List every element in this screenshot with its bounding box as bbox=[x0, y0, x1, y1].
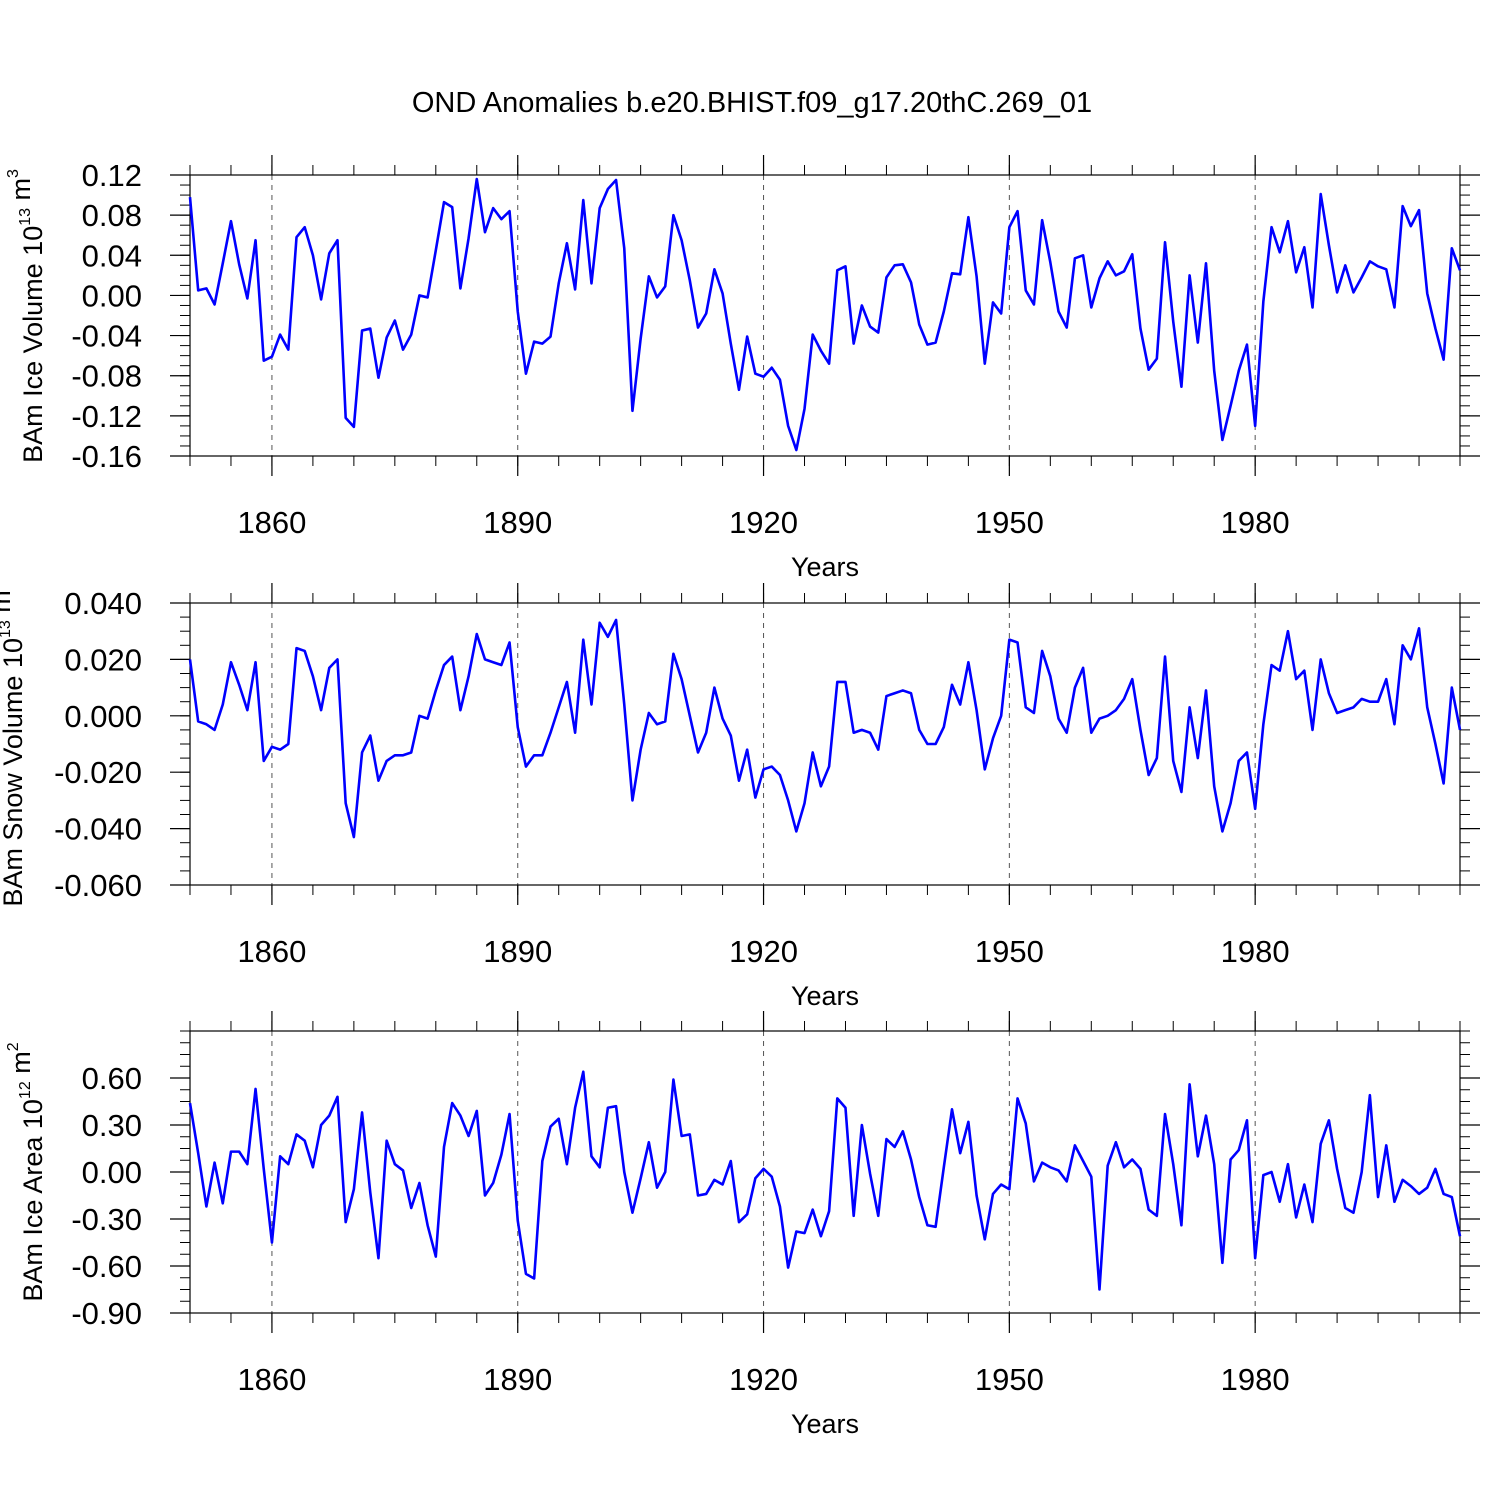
series-line bbox=[188, 1070, 1462, 1291]
ice-area-panel: 1860 1890 1920 1950 1980 Years -0.90 -0.60 -0.30… bbox=[5, 1011, 1480, 1439]
y-tick-label: -0.04 bbox=[71, 319, 142, 354]
x-tick-label-1860: 1860 bbox=[237, 1362, 306, 1397]
x-tick-label-1950: 1950 bbox=[975, 1362, 1044, 1397]
x-tick-label-1980: 1980 bbox=[1221, 1362, 1290, 1397]
y-tick-label: 0.08 bbox=[82, 198, 142, 233]
y-axis-label-text: BAm Ice Volume 10 bbox=[18, 226, 48, 463]
y-axis-label-exponent: 3 bbox=[5, 169, 22, 178]
y-axis-label-exponent: 3 bbox=[0, 581, 2, 590]
x-tick-label-1920: 1920 bbox=[729, 505, 798, 540]
y-axis-label-exponent: 13 bbox=[0, 620, 14, 638]
y-tick-label: 0.000 bbox=[64, 699, 142, 734]
y-tick-label: 0.30 bbox=[82, 1108, 142, 1143]
x-tick-label-1860: 1860 bbox=[237, 934, 306, 969]
x-axis-label: Years bbox=[791, 552, 859, 582]
plot-frame bbox=[189, 174, 1461, 457]
ice-volume-panel: 1860 1890 1920 1950 1980 Years -0.16 -0.12 -0.08… bbox=[5, 155, 1480, 582]
y-axis-label: BAm Snow Volume 1013 m3 bbox=[0, 581, 28, 906]
x-tick-label-1950: 1950 bbox=[975, 934, 1044, 969]
y-tick-label: 0.04 bbox=[82, 238, 142, 273]
y-axis-label-text: BAm Ice Area 10 bbox=[18, 1099, 48, 1302]
y-axis-label-text: m bbox=[0, 590, 16, 620]
y-tick-label: 0.00 bbox=[82, 1155, 142, 1190]
y-tick-label: -0.60 bbox=[71, 1249, 142, 1284]
x-tick-label-1950: 1950 bbox=[975, 505, 1044, 540]
y-axis-label-text: m bbox=[6, 1051, 36, 1081]
x-tick-label-1980: 1980 bbox=[1221, 934, 1290, 969]
y-axis-label-text: m bbox=[6, 178, 36, 208]
x-axis-label: Years bbox=[791, 1409, 859, 1439]
y-axis-label-text: BAm Snow Volume 10 bbox=[0, 638, 28, 907]
x-tick-label-1890: 1890 bbox=[483, 1362, 552, 1397]
y-tick-label: -0.08 bbox=[71, 359, 142, 394]
y-tick-label: 0.020 bbox=[64, 642, 142, 677]
x-tick-label-1920: 1920 bbox=[729, 1362, 798, 1397]
y-axis-label-exponent: 2 bbox=[5, 1042, 22, 1051]
y-tick-label: -0.020 bbox=[54, 755, 142, 790]
x-tick-label-1980: 1980 bbox=[1221, 505, 1290, 540]
y-axis-label: BAm Ice Volume 1013 m3 bbox=[5, 169, 48, 463]
y-tick-label: -0.040 bbox=[54, 812, 142, 847]
y-tick-label: -0.16 bbox=[71, 439, 142, 474]
chart-title: OND Anomalies b.e20.BHIST.f09_g17.20thC.… bbox=[412, 87, 1092, 119]
y-tick-label: -0.060 bbox=[54, 868, 142, 903]
y-tick-label: -0.90 bbox=[71, 1296, 142, 1331]
y-tick-label: -0.30 bbox=[71, 1202, 142, 1237]
y-tick-label: 0.12 bbox=[82, 158, 142, 193]
y-axis-label: BAm Ice Area 1012 m2 bbox=[5, 1042, 48, 1301]
series-line bbox=[188, 177, 1462, 452]
x-tick-label-1890: 1890 bbox=[483, 505, 552, 540]
plot-frame bbox=[189, 602, 1461, 886]
y-tick-label: 0.00 bbox=[82, 278, 142, 313]
x-axis-label: Years bbox=[791, 981, 859, 1011]
y-axis-label-exponent: 13 bbox=[17, 208, 34, 226]
x-tick-label-1860: 1860 bbox=[237, 505, 306, 540]
x-tick-label-1920: 1920 bbox=[729, 934, 798, 969]
y-tick-label: 0.60 bbox=[82, 1061, 142, 1096]
snow-volume-panel: 1860 1890 1920 1950 1980 Years -0.060 -0.040 -0.… bbox=[0, 581, 1480, 1011]
y-tick-label: 0.040 bbox=[64, 586, 142, 621]
x-tick-label-1890: 1890 bbox=[483, 934, 552, 969]
y-axis-label-exponent: 12 bbox=[17, 1081, 34, 1099]
y-tick-label: -0.12 bbox=[71, 399, 142, 434]
series-line bbox=[188, 618, 1462, 839]
